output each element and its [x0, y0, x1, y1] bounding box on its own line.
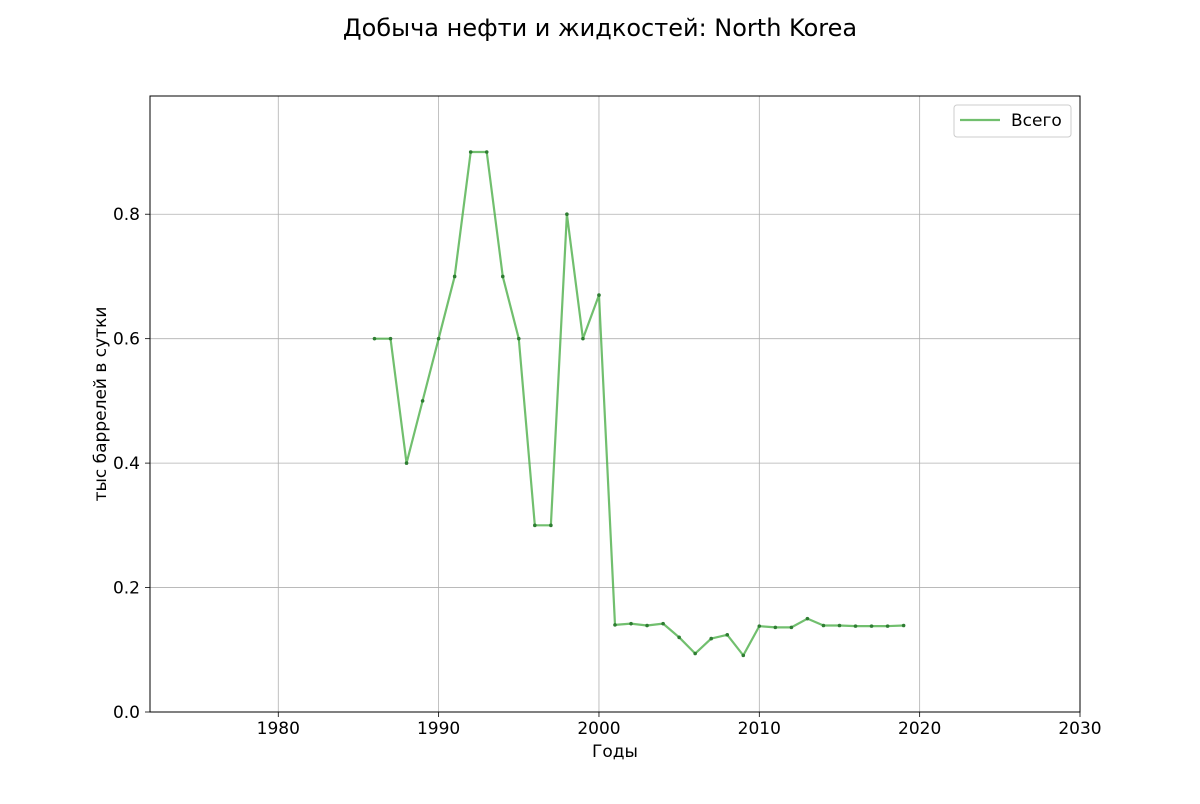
y-axis-ticks: 0.0 0.2 0.4 0.6 0.8 — [113, 205, 150, 723]
data-point — [789, 625, 794, 630]
x-axis-ticks: 1980 1990 2000 2010 2020 2030 — [257, 712, 1102, 739]
data-point — [773, 625, 778, 630]
data-point — [869, 624, 874, 628]
data-point — [645, 623, 649, 628]
y-tick-label: 0.6 — [113, 330, 140, 350]
x-axis-label: Годы — [592, 742, 638, 762]
data-point — [901, 623, 906, 628]
data-point — [516, 336, 521, 341]
data-point — [821, 623, 826, 628]
data-point — [741, 653, 746, 658]
x-tick-label: 1980 — [257, 719, 300, 739]
series-layer — [372, 150, 906, 658]
data-point — [436, 336, 441, 341]
data-point — [549, 523, 553, 528]
x-tick-label: 2030 — [1058, 719, 1101, 739]
data-point — [629, 621, 633, 626]
data-point — [388, 336, 393, 341]
data-point — [677, 635, 681, 640]
legend-label-vsego: Всего — [1011, 111, 1062, 131]
data-point — [725, 633, 730, 637]
x-tick-label: 2010 — [738, 719, 781, 739]
data-point — [500, 274, 505, 279]
x-tick-label: 1990 — [417, 719, 460, 739]
data-point — [468, 150, 473, 154]
series-line-vsego — [374, 150, 904, 657]
data-point — [613, 623, 617, 627]
data-point — [709, 636, 714, 641]
y-tick-label: 0.2 — [113, 579, 140, 599]
data-point — [533, 523, 537, 528]
data-point — [452, 274, 457, 279]
data-point — [484, 150, 489, 154]
data-point — [565, 212, 569, 217]
x-tick-label: 2000 — [577, 719, 620, 739]
data-point — [837, 623, 842, 628]
data-point — [597, 293, 601, 297]
data-point — [661, 621, 665, 626]
y-tick-label: 0.0 — [113, 703, 140, 723]
data-point — [757, 624, 762, 628]
data-point — [853, 624, 858, 628]
y-axis-label: тыс баррелей в сутки — [91, 307, 111, 502]
plot-area-frame — [149, 95, 1081, 713]
data-point — [581, 336, 585, 341]
data-point — [372, 336, 377, 341]
y-tick-label: 0.4 — [113, 454, 140, 474]
data-point — [805, 616, 810, 621]
data-point — [404, 461, 409, 465]
y-tick-label: 0.8 — [113, 205, 140, 225]
legend-box — [953, 104, 1072, 138]
data-point — [885, 624, 890, 628]
data-point — [420, 399, 425, 403]
chart-title: Добыча нефти и жидкостей: North Korea — [343, 14, 857, 42]
x-tick-label: 2020 — [898, 719, 941, 739]
data-point — [693, 651, 697, 656]
legend: Всего — [953, 104, 1072, 138]
